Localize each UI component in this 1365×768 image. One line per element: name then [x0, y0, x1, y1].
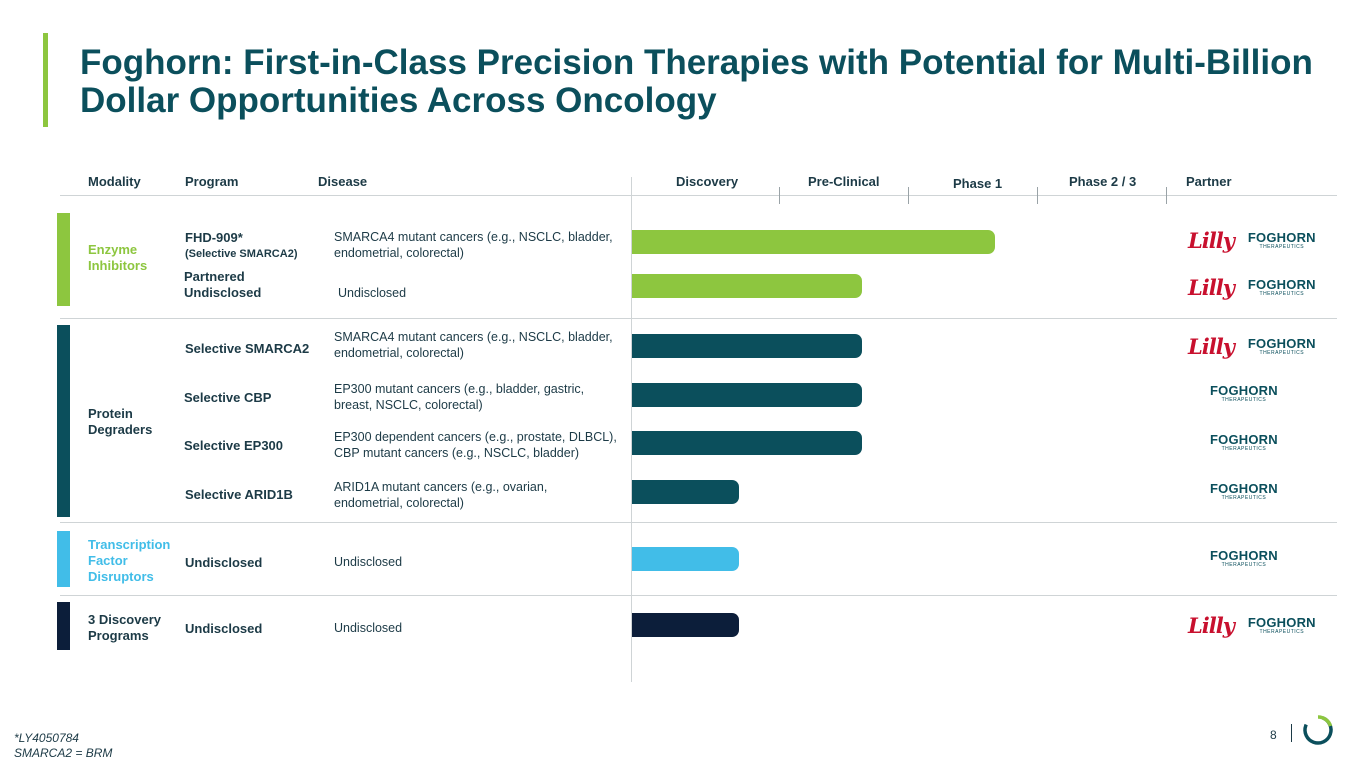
stage-bar	[632, 334, 862, 358]
disease-text: Undisclosed	[334, 621, 403, 635]
lilly-logo: Lilly	[1188, 613, 1235, 638]
program-name: FHD-909* (Selective SMARCA2)	[185, 230, 298, 260]
program-name: Undisclosed	[185, 555, 263, 570]
partner-logos: Lilly FOGHORN THERAPEUTICS	[1188, 613, 1316, 638]
partner-logos: Lilly FOGHORN THERAPEUTICS	[1188, 228, 1316, 253]
stage-bar	[632, 274, 862, 298]
stage-tick	[779, 187, 780, 204]
header-discovery: Discovery	[676, 174, 739, 189]
header-disease: Disease	[318, 174, 368, 189]
group-divider	[60, 318, 1337, 319]
header-phase1: Phase 1	[953, 176, 1003, 191]
disease-text: Undisclosed	[334, 555, 403, 569]
header-partner: Partner	[1186, 174, 1232, 189]
page-number-divider	[1291, 724, 1292, 742]
program-name: Selective SMARCA2	[185, 341, 310, 356]
header-modality: Modality	[88, 174, 141, 189]
foghorn-logo: FOGHORN THERAPEUTICS	[1210, 432, 1278, 452]
header-program: Program	[185, 174, 239, 189]
partner-logos: FOGHORN THERAPEUTICS	[1210, 482, 1278, 502]
stage-baseline	[631, 177, 632, 682]
stage-bar	[632, 613, 739, 637]
partner-logos: Lilly FOGHORN THERAPEUTICS	[1188, 334, 1316, 359]
modality-bar	[57, 213, 70, 306]
stage-tick	[908, 187, 909, 204]
program-name: Undisclosed	[185, 621, 263, 636]
disease-text: Undisclosed	[338, 286, 407, 300]
disease-text: EP300 dependent cancers (e.g., prostate,…	[334, 430, 617, 460]
partner-logos: FOGHORN THERAPEUTICS	[1210, 549, 1278, 569]
program-name: Partnered Undisclosed	[184, 269, 262, 300]
lilly-logo: Lilly	[1188, 275, 1235, 300]
disease-text: EP300 mutant cancers (e.g., bladder, gas…	[334, 382, 585, 412]
modality-bar	[57, 325, 70, 517]
header-preclinical: Pre-Clinical	[808, 174, 880, 189]
disease-text: SMARCA4 mutant cancers (e.g., NSCLC, bla…	[334, 230, 613, 260]
page-number: 8	[1270, 728, 1277, 742]
group-divider	[60, 595, 1337, 596]
title-accent-bar	[43, 33, 48, 127]
modality-bar	[57, 531, 70, 587]
partner-logos: Lilly FOGHORN THERAPEUTICS	[1188, 275, 1316, 300]
stage-bar	[632, 230, 995, 254]
lilly-logo: Lilly	[1188, 228, 1235, 253]
header-divider	[60, 195, 1337, 196]
stage-bar	[632, 547, 739, 571]
modality-bar	[57, 602, 70, 650]
disease-text: SMARCA4 mutant cancers (e.g., NSCLC, bla…	[334, 330, 613, 360]
modality-label: 3 Discovery Programs	[88, 612, 161, 643]
foghorn-logo: FOGHORN THERAPEUTICS	[1247, 614, 1316, 635]
page-title: Foghorn: First-in-Class Precision Therap…	[80, 43, 1313, 120]
foghorn-logo: FOGHORN THERAPEUTICS	[1247, 276, 1316, 297]
stage-tick	[1037, 187, 1038, 204]
modality-label: Transcription Factor Disruptors	[88, 537, 171, 584]
foghorn-logo: FOGHORN THERAPEUTICS	[1210, 383, 1278, 403]
foghorn-ring-icon	[1302, 714, 1334, 751]
program-name: Selective ARID1B	[185, 487, 293, 502]
foghorn-logo: FOGHORN THERAPEUTICS	[1210, 548, 1278, 568]
header-phase23: Phase 2 / 3	[1069, 174, 1137, 189]
program-name: Selective EP300	[184, 438, 284, 453]
modality-label: Enzyme Inhibitors	[88, 242, 148, 273]
stage-bar	[632, 383, 862, 407]
group-divider	[60, 522, 1337, 523]
partner-logos: FOGHORN THERAPEUTICS	[1210, 384, 1278, 404]
partner-logos: FOGHORN THERAPEUTICS	[1210, 433, 1278, 453]
modality-label: Protein Degraders	[88, 406, 153, 437]
foghorn-logo: FOGHORN THERAPEUTICS	[1247, 229, 1316, 250]
stage-bar	[632, 480, 739, 504]
program-name: Selective CBP	[184, 390, 272, 405]
lilly-logo: Lilly	[1188, 334, 1235, 359]
foghorn-logo: FOGHORN THERAPEUTICS	[1247, 335, 1316, 356]
stage-tick	[1166, 187, 1167, 204]
footnotes: *LY4050784 SMARCA2 = BRM	[14, 731, 113, 760]
disease-text: ARID1A mutant cancers (e.g., ovarian, end…	[334, 480, 548, 510]
foghorn-logo: FOGHORN THERAPEUTICS	[1210, 481, 1278, 501]
stage-bar	[632, 431, 862, 455]
